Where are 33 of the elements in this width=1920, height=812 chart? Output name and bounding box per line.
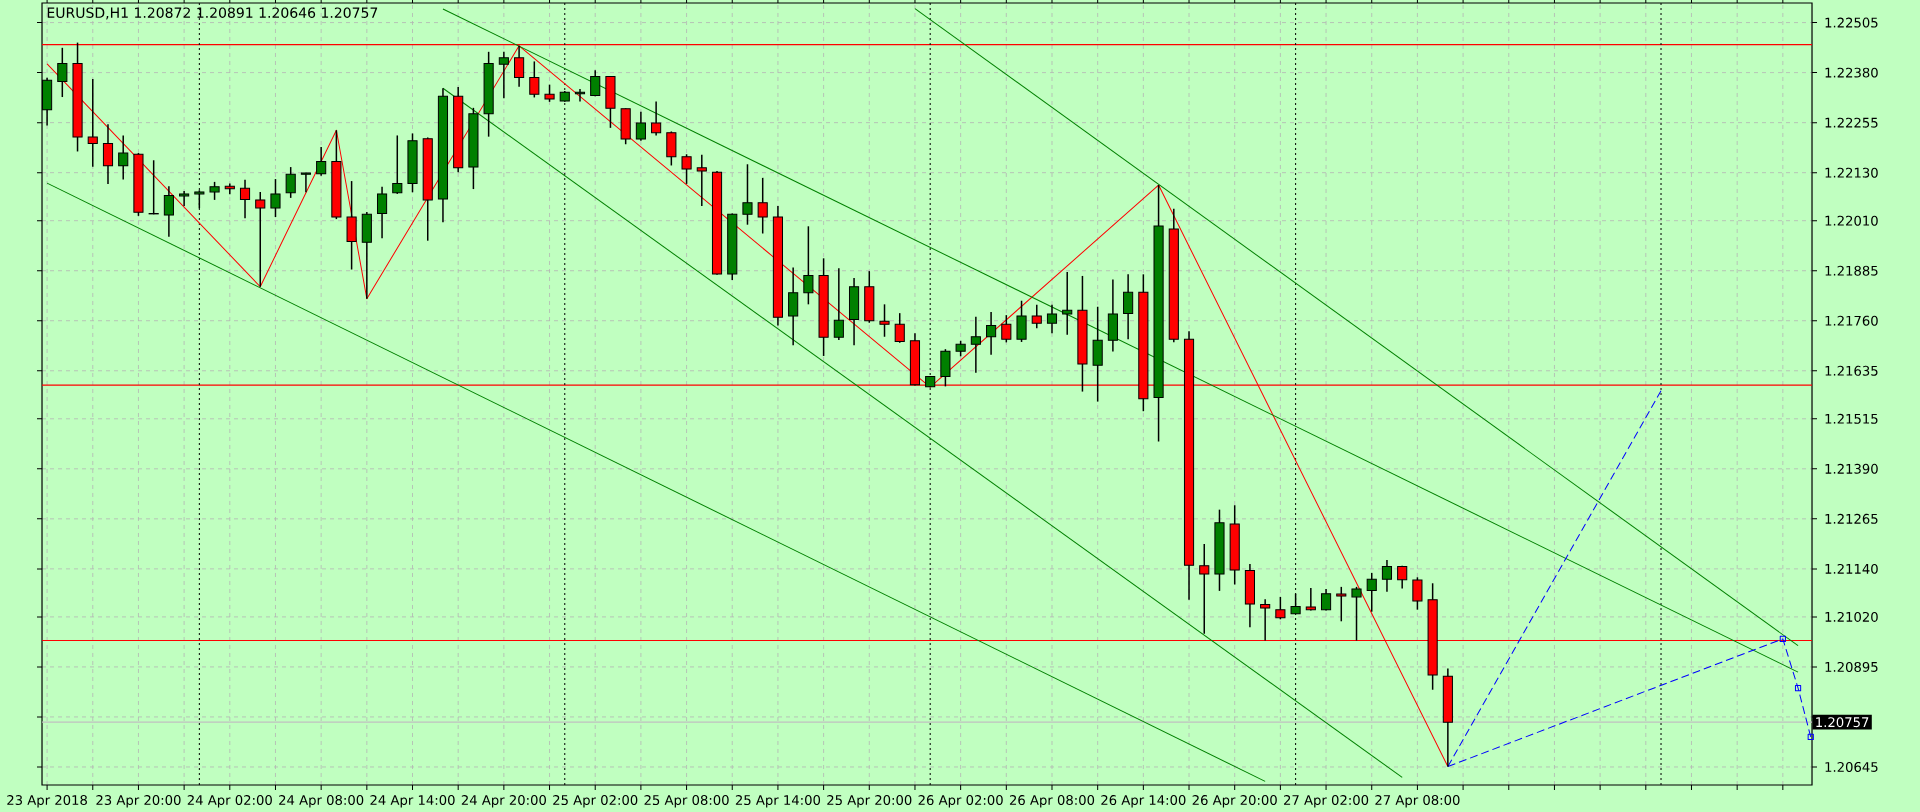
- x-tick-label: 24 Apr 08:00: [279, 795, 364, 808]
- ref-line-label: 1.20757: [1816, 717, 1869, 728]
- x-tick-label: 24 Apr 02:00: [187, 795, 272, 808]
- x-tick-label: 24 Apr 14:00: [370, 795, 455, 808]
- x-tick-label: 25 Apr 02:00: [553, 795, 638, 808]
- y-tick-label: 1.22380: [1825, 67, 1878, 78]
- y-tick-label: 1.21265: [1825, 513, 1878, 524]
- y-tick-label: 1.21515: [1825, 413, 1878, 424]
- x-tick-label: 25 Apr 14:00: [735, 795, 821, 808]
- y-tick-label: 1.21140: [1825, 563, 1878, 574]
- x-tick-label: 27 Apr 08:00: [1375, 795, 1460, 808]
- y-tick-label: 1.21020: [1825, 611, 1878, 622]
- x-tick-label: 26 Apr 08:00: [1009, 795, 1095, 808]
- y-tick-label: 1.21635: [1825, 365, 1878, 376]
- y-tick-label: 1.21760: [1825, 315, 1878, 326]
- y-tick-label: 1.22130: [1825, 167, 1878, 178]
- y-tick-label: 1.22255: [1825, 117, 1878, 128]
- x-tick-label: 26 Apr 20:00: [1192, 795, 1277, 808]
- x-tick-label: 26 Apr 14:00: [1101, 795, 1186, 808]
- x-tick-label: 25 Apr 08:00: [644, 795, 729, 808]
- x-tick-label: 27 Apr 02:00: [1284, 795, 1369, 808]
- x-tick-label: 23 Apr 2018: [7, 795, 87, 808]
- y-tick-label: 1.22010: [1825, 215, 1878, 226]
- y-tick-label: 1.22505: [1825, 17, 1878, 28]
- y-tick-label: 1.21885: [1825, 265, 1878, 276]
- x-tick-label: 25 Apr 20:00: [827, 795, 912, 808]
- x-tick-label: 26 Apr 02:00: [918, 795, 1003, 808]
- y-tick-label: 1.21390: [1825, 463, 1878, 474]
- x-tick-label: 24 Apr 20:00: [461, 795, 546, 808]
- chart-title: EURUSD,H1 1.20872 1.20891 1.20646 1.20757: [47, 7, 378, 20]
- y-tick-label: 1.20645: [1825, 761, 1878, 772]
- x-tick-label: 23 Apr 20:00: [96, 795, 181, 808]
- y-tick-label: 1.20895: [1825, 661, 1878, 672]
